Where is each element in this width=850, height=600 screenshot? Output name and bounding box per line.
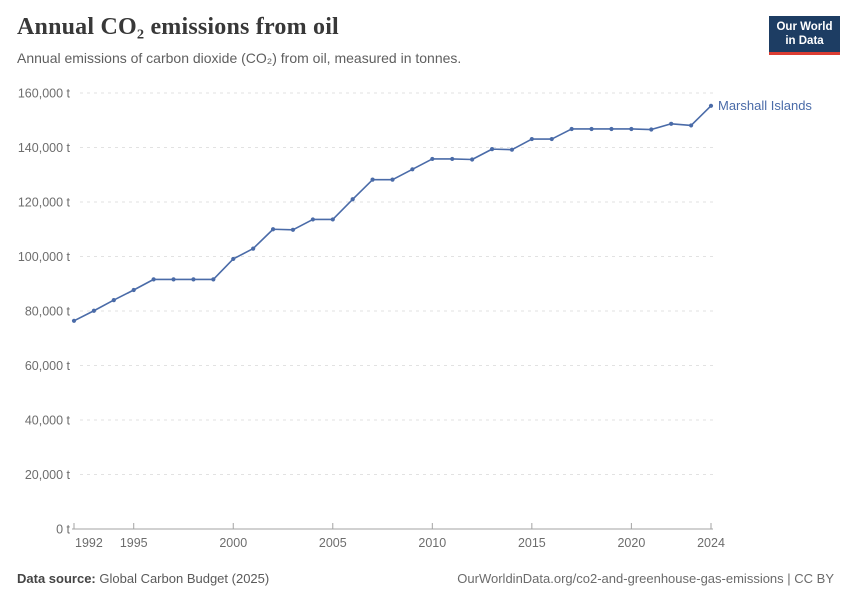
- data-point: [470, 157, 475, 162]
- data-point: [450, 156, 455, 162]
- chart-area: 0 t 20,000 t 40,000 t 60,000 t 80,000 t 100,0…: [0, 82, 850, 564]
- data-point: [191, 277, 196, 282]
- y-tick-label: 160,000 t: [18, 87, 71, 101]
- gridlines: 0 t 20,000 t 40,000 t 60,000 t 80,000 t 100,0…: [18, 87, 713, 537]
- data-point: [430, 156, 435, 162]
- series-line: [73, 105, 712, 322]
- data-point: [131, 287, 136, 293]
- data-point: [708, 103, 714, 108]
- data-source-value[interactable]: Global Carbon Budget (2025): [99, 571, 270, 586]
- chart-footer: Data source: Global Carbon Budget (2025)…: [17, 571, 834, 586]
- data-point: [251, 246, 256, 251]
- line-chart-canvas[interactable]: 0 t 20,000 t 40,000 t 60,000 t 80,000 t 100,0…: [0, 82, 850, 564]
- page-title: Annual CO₂ emissions from oil: [17, 14, 339, 40]
- page-subtitle: Annual emissions of carbon dioxide (CO₂)…: [17, 50, 462, 66]
- data-point: [410, 167, 415, 172]
- series-label: Marshall Islands: [718, 98, 812, 113]
- data-point: [390, 177, 395, 182]
- chart-header: Annual CO₂ emissions from oil Annual emi…: [17, 14, 730, 66]
- y-tick-label: 20,000 t: [25, 468, 71, 482]
- data-point: [629, 126, 634, 132]
- owid-logo[interactable]: Our World in Data: [769, 16, 840, 55]
- x-tick-label: 2010: [418, 536, 446, 550]
- data-point: [290, 227, 296, 232]
- data-point: [91, 308, 97, 313]
- logo-line-1: Our World: [776, 21, 833, 33]
- x-tick-label: 2024: [697, 536, 725, 550]
- data-point: [330, 217, 335, 222]
- data-point: [569, 126, 574, 132]
- x-tick-label: 1992: [75, 536, 103, 550]
- data-point: [270, 227, 276, 232]
- x-tick-label: 2005: [319, 536, 347, 550]
- data-point: [688, 123, 694, 128]
- axes: 1992 1995 2000 2005 2010 2015 2020 2024: [72, 523, 725, 550]
- data-point: [589, 126, 594, 132]
- data-point: [649, 127, 654, 132]
- data-point: [529, 136, 534, 142]
- data-point: [111, 298, 116, 303]
- data-line: [71, 103, 714, 323]
- data-point: [509, 147, 515, 152]
- y-tick-label: 60,000 t: [25, 359, 71, 373]
- y-tick-label: 80,000 t: [25, 305, 71, 319]
- y-tick-label: 0 t: [56, 523, 70, 537]
- data-point: [151, 277, 156, 282]
- y-tick-label: 120,000 t: [18, 196, 71, 210]
- data-point: [609, 126, 614, 132]
- data-source: Data source: Global Carbon Budget (2025): [17, 571, 269, 586]
- data-source-label: Data source:: [17, 571, 96, 586]
- data-point: [211, 277, 216, 282]
- data-point: [171, 277, 176, 282]
- data-point: [350, 197, 355, 202]
- data-point: [669, 121, 674, 126]
- footer-license-link[interactable]: OurWorldinData.org/co2-and-greenhouse-ga…: [457, 571, 834, 586]
- y-tick-label: 140,000 t: [18, 141, 71, 155]
- x-tick-label: 2020: [617, 536, 645, 550]
- y-tick-label: 100,000 t: [18, 250, 71, 264]
- data-point: [71, 318, 77, 323]
- x-tick-label: 1995: [120, 536, 148, 550]
- data-point: [489, 147, 495, 152]
- data-point: [370, 177, 375, 182]
- y-tick-label: 40,000 t: [25, 414, 71, 428]
- logo-line-2: in Data: [785, 35, 824, 48]
- data-point: [231, 256, 236, 262]
- x-tick-label: 2000: [219, 536, 247, 550]
- data-point: [549, 136, 554, 142]
- data-point: [310, 217, 315, 222]
- x-tick-label: 2015: [518, 536, 546, 550]
